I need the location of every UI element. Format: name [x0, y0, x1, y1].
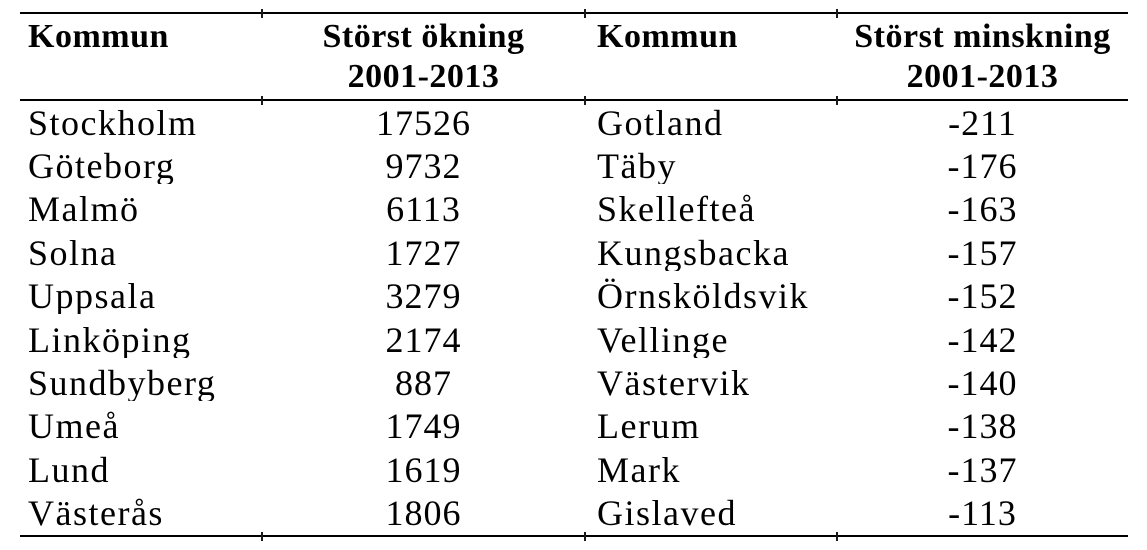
cell-kommun-decrease: Skellefteå — [597, 191, 756, 228]
table-row: Linköping 2174 Vellinge -142 — [20, 318, 1128, 361]
column-tick — [584, 532, 586, 541]
cell-decrease-value: -137 — [947, 451, 1018, 488]
table-row: Västerås 1806 Gislaved -113 — [20, 492, 1128, 535]
table-row: Göteborg 9732 Täby -176 — [20, 144, 1128, 187]
cell-increase-value: 887 — [395, 365, 452, 402]
cell-increase-value: 1806 — [385, 495, 462, 532]
header-increase-line2: 2001-2013 — [347, 58, 500, 95]
table-row: Solna 1727 Kungsbacka -157 — [20, 231, 1128, 274]
table-row: Malmö 6113 Skellefteå -163 — [20, 188, 1128, 231]
cell-kommun-decrease: Gislaved — [597, 495, 737, 532]
cell-kommun-increase: Stockholm — [28, 104, 198, 141]
header-rule — [20, 99, 1128, 101]
column-tick — [836, 9, 838, 18]
header-decrease-line2: 2001-2013 — [906, 58, 1059, 95]
cell-decrease-value: -142 — [947, 321, 1018, 358]
cell-kommun-increase: Malmö — [28, 191, 140, 228]
cell-decrease-value: -113 — [948, 495, 1017, 532]
header-kommun-increase: Kommun — [28, 18, 169, 55]
column-tick — [261, 9, 263, 18]
header-decrease-line1: Störst minskning — [854, 18, 1111, 55]
cell-decrease-value: -176 — [947, 148, 1018, 185]
cell-kommun-increase: Sundbyberg — [28, 365, 217, 402]
column-tick — [584, 9, 586, 18]
table-row: Sundbyberg 887 Västervik -140 — [20, 361, 1128, 404]
column-tick — [261, 96, 263, 105]
cell-kommun-decrease: Västervik — [597, 365, 751, 402]
cell-kommun-increase: Solna — [28, 234, 118, 271]
cell-kommun-decrease: Lerum — [597, 408, 701, 445]
bottom-rule — [20, 535, 1128, 537]
cell-kommun-increase: Umeå — [28, 408, 120, 445]
cell-decrease-value: -152 — [947, 278, 1018, 315]
cell-decrease-value: -140 — [947, 365, 1018, 402]
table-row: Stockholm 17526 Gotland -211 — [20, 101, 1128, 144]
cell-kommun-increase: Lund — [28, 451, 110, 488]
top-rule — [20, 12, 1128, 14]
table-body: Stockholm 17526 Gotland -211 Göteborg 97… — [20, 101, 1128, 535]
table-row: Uppsala 3279 Örnsköldsvik -152 — [20, 275, 1128, 318]
cell-decrease-value: -138 — [947, 408, 1018, 445]
cell-decrease-value: -157 — [947, 234, 1018, 271]
cell-kommun-increase: Västerås — [28, 495, 164, 532]
column-tick — [584, 96, 586, 105]
column-tick — [836, 532, 838, 541]
cell-kommun-decrease: Gotland — [597, 104, 724, 141]
cell-increase-value: 1619 — [385, 451, 462, 488]
cell-kommun-decrease: Täby — [597, 148, 677, 185]
column-tick — [836, 96, 838, 105]
kommun-population-change-table: Kommun Störst ökning 2001-2013 Kommun St… — [20, 9, 1128, 541]
cell-increase-value: 9732 — [385, 148, 462, 185]
header-decrease-title: Störst minskning 2001-2013 — [837, 14, 1128, 99]
cell-decrease-value: -211 — [948, 104, 1017, 141]
header-increase-line1: Störst ökning — [322, 18, 525, 55]
cell-kommun-decrease: Örnsköldsvik — [597, 278, 810, 315]
cell-kommun-decrease: Vellinge — [597, 321, 729, 358]
cell-kommun-increase: Linköping — [28, 321, 192, 358]
header-increase-title: Störst ökning 2001-2013 — [262, 14, 585, 99]
cell-increase-value: 17526 — [376, 104, 471, 141]
header-kommun-decrease: Kommun — [597, 18, 738, 55]
cell-kommun-decrease: Mark — [597, 451, 681, 488]
table-row: Lund 1619 Mark -137 — [20, 448, 1128, 491]
cell-kommun-increase: Uppsala — [28, 278, 157, 315]
column-tick — [261, 532, 263, 541]
table-header-row: Kommun Störst ökning 2001-2013 Kommun St… — [20, 14, 1128, 99]
cell-increase-value: 2174 — [385, 321, 462, 358]
cell-kommun-decrease: Kungsbacka — [597, 234, 790, 271]
cell-decrease-value: -163 — [947, 191, 1018, 228]
cell-increase-value: 6113 — [386, 191, 461, 228]
cell-increase-value: 1749 — [385, 408, 462, 445]
cell-kommun-increase: Göteborg — [28, 148, 176, 185]
table-row: Umeå 1749 Lerum -138 — [20, 405, 1128, 448]
cell-increase-value: 3279 — [385, 278, 462, 315]
cell-increase-value: 1727 — [385, 234, 462, 271]
